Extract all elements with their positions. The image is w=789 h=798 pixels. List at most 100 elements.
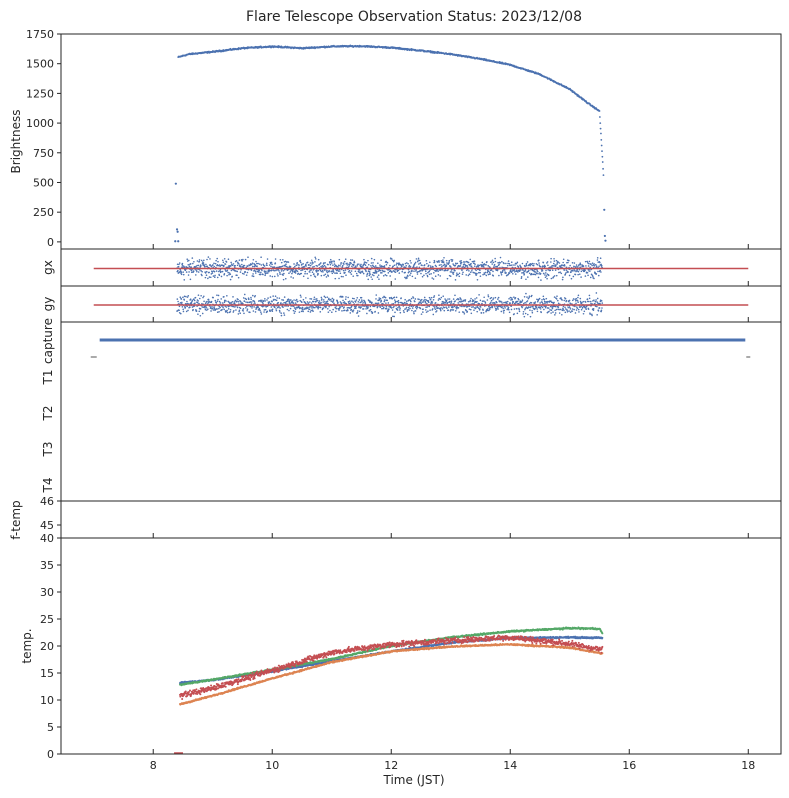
gx-point: [416, 273, 419, 275]
gy-point: [322, 301, 325, 303]
gx-point: [494, 260, 497, 263]
gx-point: [239, 265, 242, 268]
gy-point: [437, 299, 440, 301]
gx-point: [192, 270, 195, 273]
gy-point: [534, 301, 537, 303]
gx-point: [229, 273, 232, 275]
gy-point: [326, 308, 329, 310]
gy-point: [298, 311, 301, 313]
gx-point: [465, 269, 468, 272]
gx-point: [329, 258, 332, 261]
panels: 02505007501000125015001750Brightnessgxgy…: [9, 28, 782, 772]
gy-point: [448, 306, 450, 308]
gx-point: [514, 264, 516, 266]
gy-point: [516, 300, 519, 303]
gx-point: [263, 265, 266, 267]
gy-point: [360, 306, 363, 308]
gy-point: [414, 300, 416, 303]
gy-point: [429, 298, 432, 301]
gy-point: [405, 308, 407, 310]
gx-point: [429, 269, 431, 271]
gy-point: [278, 309, 281, 312]
gx-point: [417, 257, 420, 260]
gx-point: [558, 271, 560, 274]
gy-point: [559, 308, 562, 311]
gy-point: [344, 298, 347, 301]
gy-point: [486, 308, 489, 310]
gy-point: [434, 302, 437, 304]
gx-point: [360, 263, 362, 266]
gx-point: [423, 274, 425, 277]
gx-point: [254, 272, 257, 274]
gx-point: [243, 264, 246, 267]
gy-point: [377, 302, 380, 304]
gx-point: [279, 271, 281, 274]
gx-point: [558, 262, 561, 264]
gx-point: [251, 275, 254, 277]
timeline-row-label: T3: [41, 442, 55, 458]
gx-point: [291, 271, 294, 273]
gx-point: [493, 263, 496, 266]
gx-point: [517, 265, 520, 268]
gy-point: [225, 306, 228, 308]
gx-point: [200, 270, 202, 272]
gx-point: [573, 262, 576, 264]
gx-point: [588, 260, 591, 263]
gx-point: [287, 261, 290, 263]
gx-point: [547, 264, 549, 267]
gx-point: [354, 270, 357, 273]
gy-point: [246, 308, 249, 311]
gy-point: [434, 308, 437, 311]
gx-point: [324, 273, 327, 276]
gx-point: [556, 263, 558, 266]
gx-point: [397, 269, 400, 272]
gx-point: [326, 271, 329, 274]
gy-point: [427, 299, 430, 302]
gx-point: [376, 276, 379, 278]
brightness-outlier: [174, 182, 177, 185]
gx-point: [555, 264, 557, 267]
gy-point: [591, 314, 593, 317]
gx-point: [455, 263, 457, 265]
gy-point: [279, 307, 281, 309]
gy-point: [443, 306, 446, 309]
gx-point: [326, 269, 328, 272]
gx-point: [522, 272, 525, 274]
gy-point: [379, 306, 382, 309]
gx-point: [310, 259, 313, 262]
gx-point: [424, 270, 427, 273]
gy-point: [351, 297, 354, 300]
gy-point: [596, 297, 599, 300]
gx-point: [324, 262, 326, 264]
gx-point: [433, 259, 436, 262]
gx-point: [362, 272, 365, 275]
gy-point: [254, 311, 257, 313]
gy-point: [462, 299, 465, 302]
gy-point: [513, 296, 515, 298]
gy-point: [386, 299, 389, 302]
gx-point: [494, 257, 496, 260]
gx-point: [340, 275, 343, 278]
gx-point: [385, 274, 388, 277]
gx-point: [302, 262, 304, 265]
gx-point: [587, 274, 589, 277]
gy-point: [181, 306, 184, 308]
gy-point: [555, 308, 558, 311]
gx-point: [186, 258, 189, 261]
gy-point: [337, 301, 339, 304]
gx-point: [234, 266, 236, 269]
gx-point: [470, 265, 473, 268]
gx-point: [465, 274, 468, 276]
gx-point: [419, 269, 422, 272]
gx-point: [379, 264, 381, 266]
gx-point: [568, 274, 571, 277]
gy-point: [221, 308, 223, 311]
gx-point: [387, 272, 390, 274]
gx-point: [305, 265, 307, 267]
gy-point: [199, 307, 202, 310]
gy-point: [270, 306, 273, 308]
gx-point: [498, 263, 500, 266]
gx-point: [370, 276, 372, 278]
gx-point: [430, 272, 432, 275]
gx-point: [187, 263, 190, 266]
